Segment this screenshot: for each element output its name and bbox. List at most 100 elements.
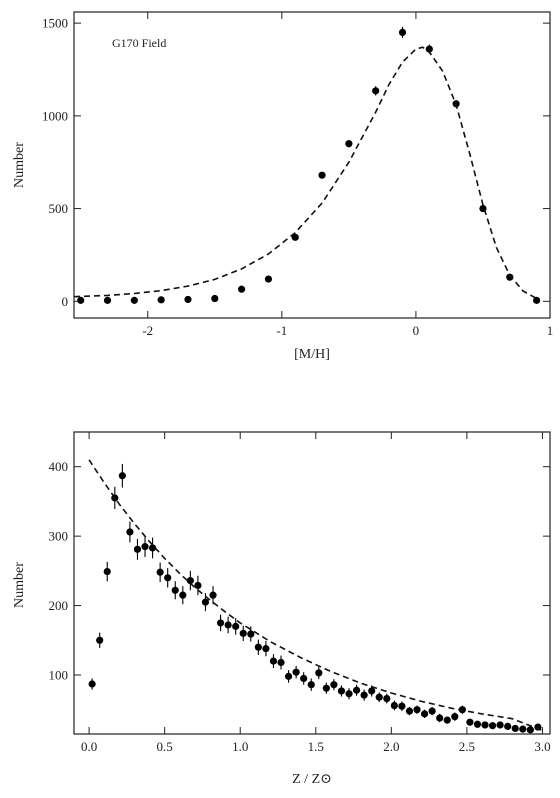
y-tick-label: 1500	[42, 16, 68, 31]
data-point	[330, 681, 338, 689]
y-tick-label: 0	[62, 294, 69, 309]
y-tick-label: 400	[49, 459, 69, 474]
data-point	[345, 690, 353, 698]
x-tick-label: -2	[142, 323, 153, 338]
x-tick-label: 0.0	[81, 739, 97, 754]
data-point	[209, 591, 217, 599]
data-point	[532, 296, 541, 304]
data-point	[368, 687, 376, 695]
data-point	[318, 171, 326, 179]
x-tick-label: 2.0	[383, 739, 399, 754]
y-tick-label: 1000	[42, 108, 68, 123]
data-point	[216, 619, 225, 627]
data-point	[372, 87, 380, 95]
data-point	[133, 545, 142, 553]
data-point	[345, 140, 353, 148]
x-tick-label: 2.5	[459, 739, 475, 754]
x-tick-label: 1.0	[232, 739, 248, 754]
data-point	[315, 669, 323, 677]
data-point	[428, 707, 436, 715]
x-tick-label: 0.5	[157, 739, 173, 754]
data-point	[511, 724, 519, 733]
metallicity-distribution-panel: G170 Field [M/H] Number -2 -1 0 1 0 500 1000 15…	[12, 11, 554, 362]
data-point	[488, 722, 497, 730]
fit-curve	[88, 459, 543, 732]
field-annotation: G170 Field	[112, 36, 166, 50]
data-point	[352, 686, 361, 694]
data-point	[284, 672, 293, 680]
data-point	[239, 629, 247, 637]
data-point	[126, 528, 134, 536]
data-point	[264, 275, 273, 283]
data-point	[526, 726, 534, 734]
data-point	[420, 710, 429, 718]
x-axis-title: [M/H]	[294, 347, 330, 362]
x-tick-label: 1.5	[308, 739, 324, 754]
data-point	[171, 586, 179, 594]
x-tick-label: 1	[547, 323, 554, 338]
data-point	[186, 576, 194, 585]
data-point	[291, 233, 299, 241]
data-point	[224, 621, 232, 629]
data-point	[238, 285, 246, 293]
data-point	[473, 720, 482, 728]
data-point	[141, 542, 149, 551]
data-point	[398, 28, 407, 36]
x-tick-label: 3.0	[534, 739, 550, 754]
data-point	[201, 598, 210, 606]
data-point	[156, 568, 164, 576]
data-point	[307, 681, 315, 689]
y-axis-title: Number	[12, 142, 27, 188]
x-axis-title: Z / Z⊙	[292, 772, 332, 787]
data-point	[360, 691, 368, 699]
data-point	[436, 714, 444, 722]
data-point	[211, 294, 219, 303]
data-point	[322, 684, 330, 692]
y-tick-label: 200	[49, 598, 69, 613]
plot-frame	[73, 11, 551, 319]
data-point	[277, 658, 285, 667]
data-point	[184, 295, 192, 304]
data-point	[413, 706, 421, 714]
data-point	[337, 687, 346, 695]
data-point	[148, 544, 157, 552]
data-point	[103, 567, 111, 576]
data-point	[481, 721, 489, 729]
data-point	[398, 702, 406, 710]
y-tick-label: 100	[49, 667, 69, 682]
data-point	[77, 296, 85, 304]
data-point	[504, 722, 512, 730]
data-point	[232, 622, 240, 630]
data-point	[262, 645, 270, 653]
data-point	[157, 296, 165, 304]
data-point	[194, 581, 202, 590]
data-point	[88, 680, 96, 688]
data-point	[405, 707, 414, 715]
data-point	[300, 674, 308, 683]
x-tick-label: 0	[413, 323, 420, 338]
data-point	[390, 701, 398, 710]
data-point	[164, 574, 172, 582]
data-point	[103, 296, 112, 304]
data-point	[375, 693, 383, 701]
data-point	[496, 721, 504, 729]
data-point	[130, 296, 138, 304]
data-point	[269, 657, 278, 665]
x-tick-label: -1	[276, 323, 287, 338]
data-point	[96, 636, 104, 644]
data-point	[179, 591, 187, 599]
data-point	[506, 273, 514, 281]
fit-curve	[73, 46, 537, 300]
abundance-distribution-panel: Z / Z⊙ Number 0.0 0.5 1.0 1.5 2.0 2.5 3.0 100 20…	[12, 431, 551, 787]
data-point	[519, 725, 527, 733]
data-point	[247, 630, 255, 638]
data-point	[254, 643, 262, 651]
y-tick-label: 300	[49, 529, 69, 544]
plot-frame	[73, 431, 551, 735]
y-axis-title: Number	[12, 562, 27, 608]
data-point	[383, 694, 391, 703]
data-point	[466, 718, 474, 726]
data-point	[118, 472, 126, 480]
data-point	[451, 713, 459, 721]
